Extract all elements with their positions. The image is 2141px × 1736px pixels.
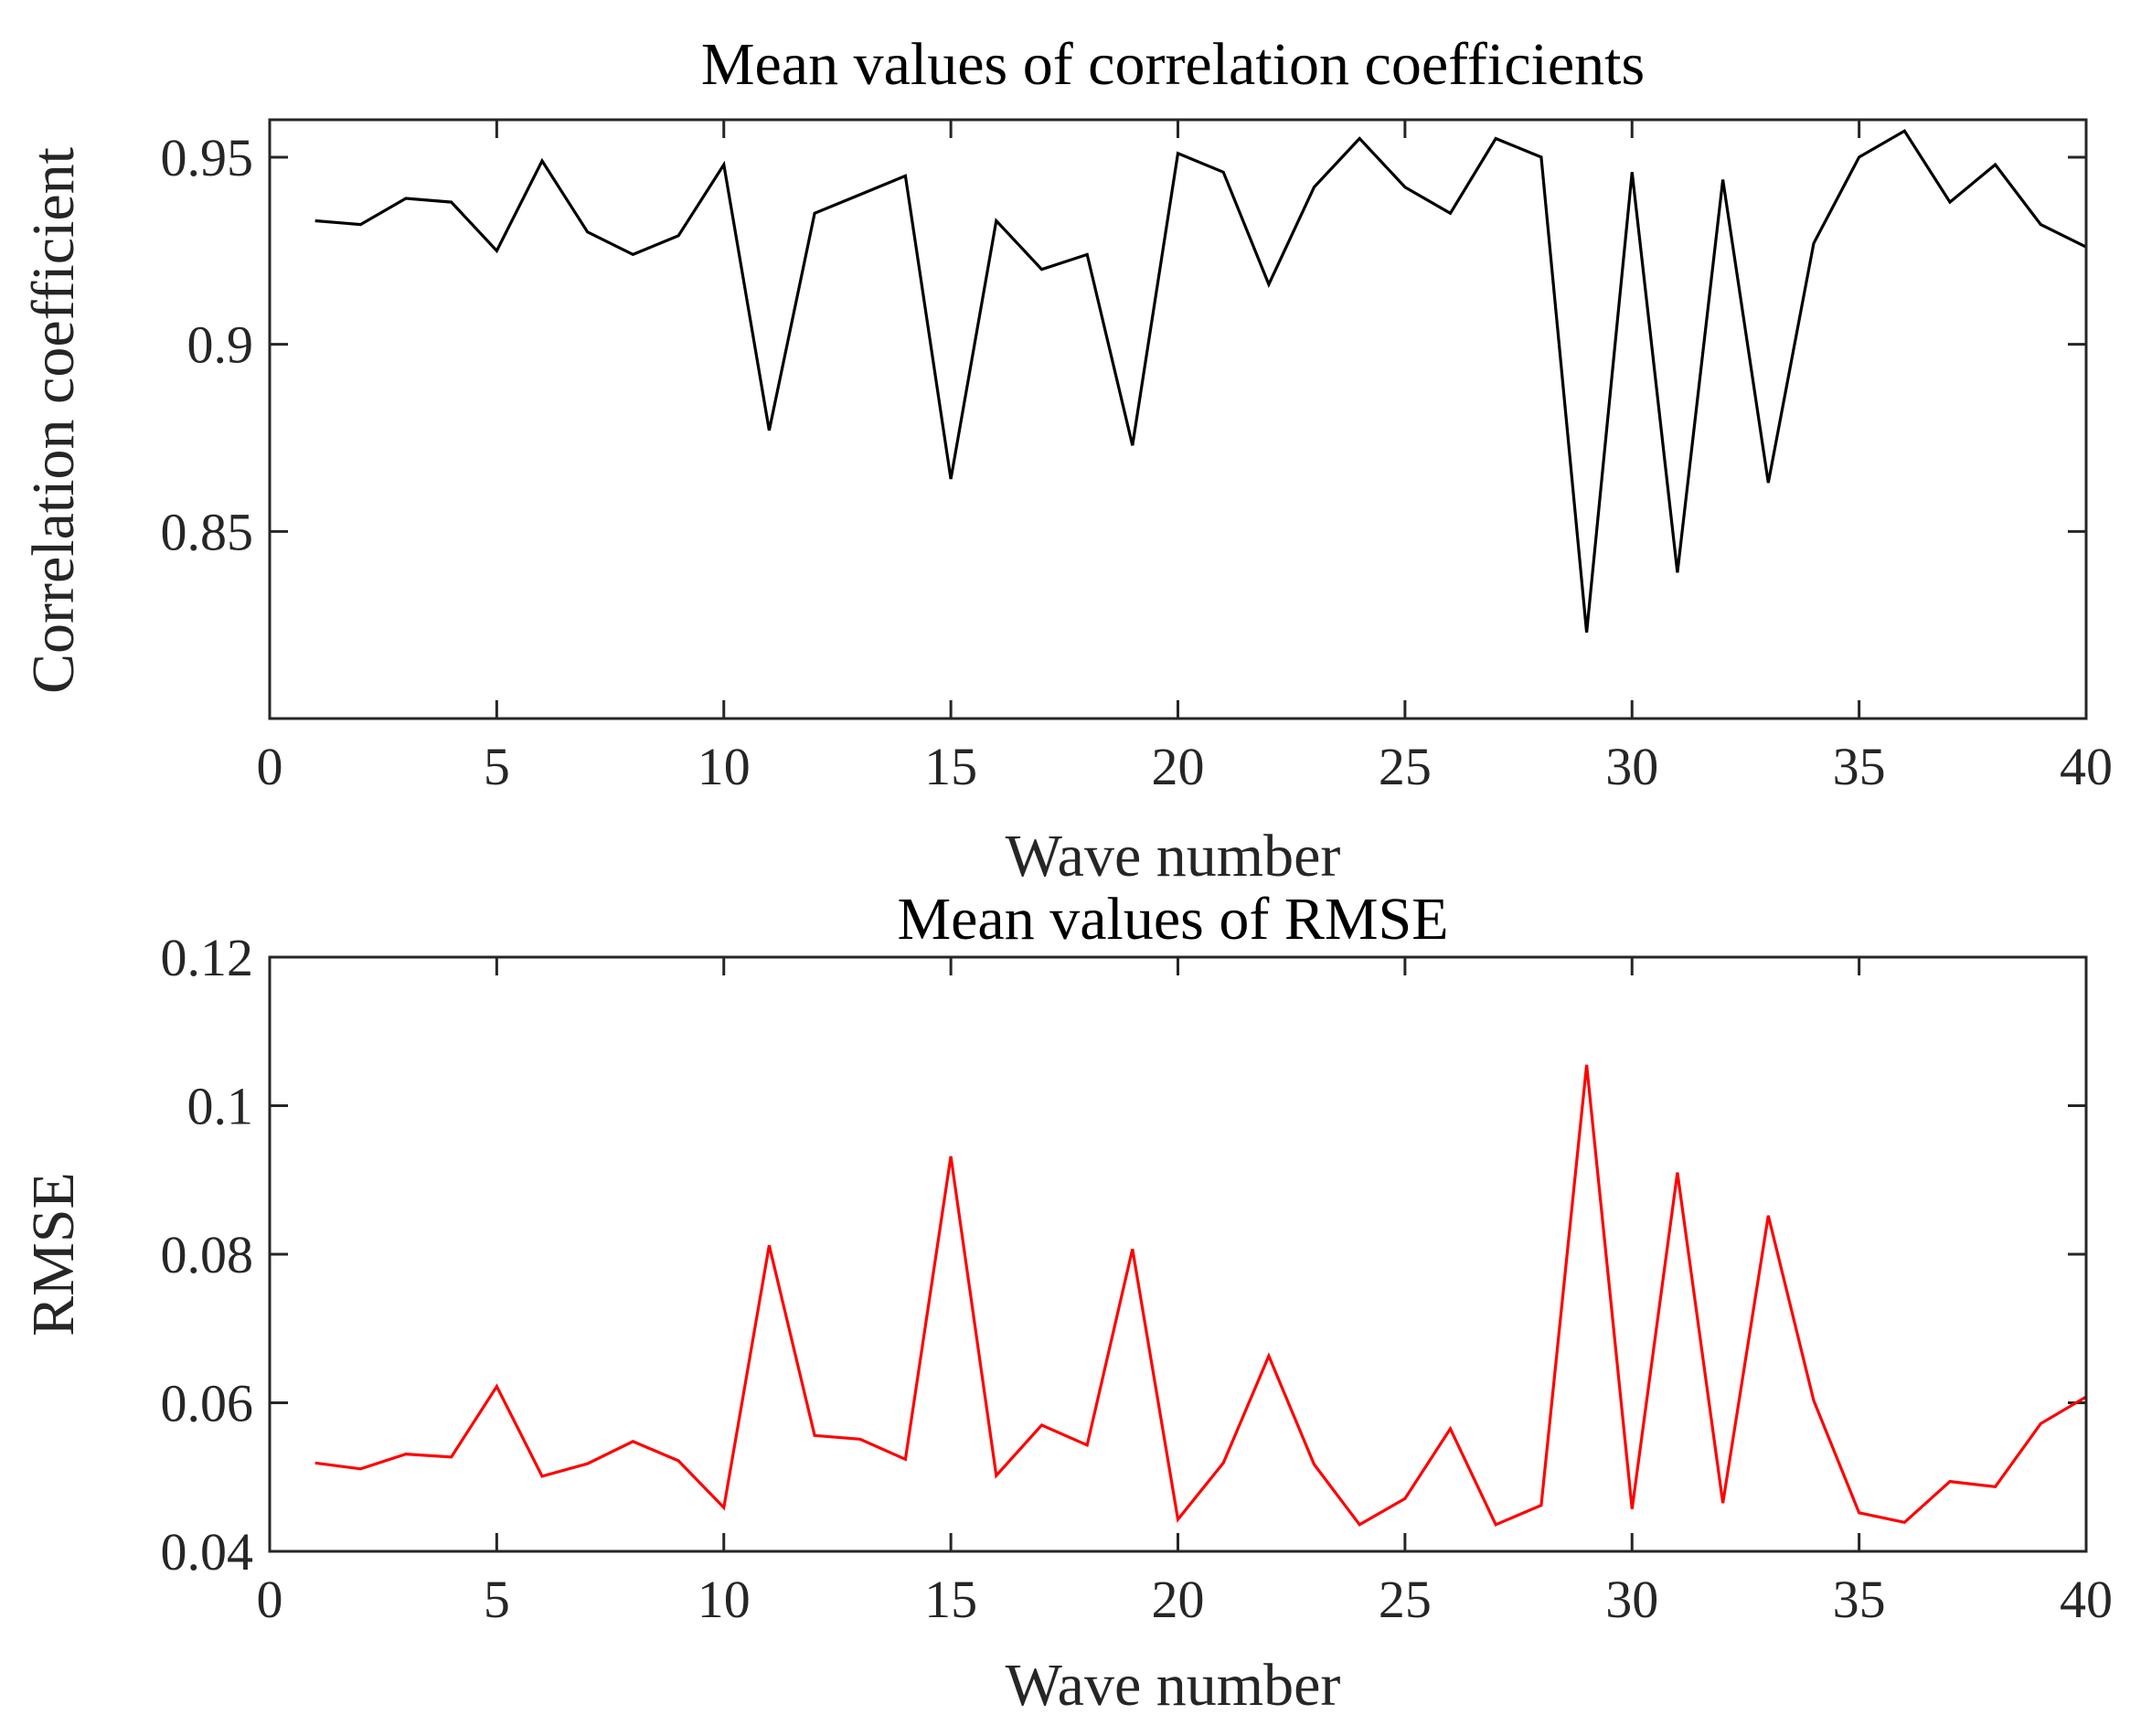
- x-tick-label: 35: [1833, 737, 1886, 796]
- x-tick-label: 0: [257, 1570, 283, 1629]
- y-tick-label: 0.04: [161, 1522, 254, 1582]
- x-tick-label: 10: [698, 1570, 751, 1629]
- series: [314, 129, 2087, 633]
- x-tick-label: 30: [1605, 1570, 1658, 1629]
- x-tick-label: 5: [484, 737, 510, 796]
- x-tick-label: 40: [2060, 1570, 2113, 1629]
- x-tick-label: 5: [484, 1570, 510, 1629]
- y-tick-label: 0.9: [187, 315, 254, 375]
- x-tick-label: 15: [924, 737, 977, 796]
- x-tick-label: 15: [924, 1570, 977, 1629]
- chart-title: Mean values of correlation coefficients: [701, 31, 1645, 98]
- x-axis-label: Wave number: [1006, 823, 1341, 889]
- plot-frame: [268, 118, 2088, 720]
- x-axis-label: Wave number: [1006, 1652, 1341, 1719]
- x-tick-label: 35: [1833, 1570, 1886, 1629]
- x-tick-label: 10: [698, 737, 751, 796]
- plot-frame: [268, 955, 2088, 1553]
- y-axis-label: RMSE: [20, 1172, 87, 1337]
- x-tick-label: 20: [1152, 737, 1205, 796]
- series: [314, 1064, 2087, 1527]
- x-tick-label: 0: [257, 737, 283, 796]
- series-line: [314, 1064, 2087, 1527]
- x-tick-label: 30: [1605, 737, 1658, 796]
- series-line: [314, 129, 2087, 633]
- correlation-chart: Mean values of correlation coefficients …: [20, 31, 2113, 889]
- x-tick-label: 25: [1379, 737, 1432, 796]
- y-axis-label: Correlation coefficient: [20, 147, 87, 694]
- y-tick-label: 0.85: [161, 502, 254, 561]
- ticks: 0 5 10 15 20 25 30 35 40 0.04 0.06 0.08 0.1 0.12: [161, 928, 2114, 1629]
- rmse-chart: Mean values of RMSE Wave number RMSE 0 5 1…: [20, 886, 2113, 1719]
- x-tick-label: 20: [1152, 1570, 1205, 1629]
- x-tick-label: 40: [2060, 737, 2113, 796]
- y-tick-label: 0.95: [161, 128, 254, 187]
- y-tick-label: 0.08: [161, 1225, 254, 1284]
- chart-title: Mean values of RMSE: [897, 886, 1448, 953]
- y-tick-label: 0.1: [187, 1077, 254, 1136]
- ticks: 0 5 10 15 20 25 30 35 40 0.85 0.9 0.95: [161, 120, 2113, 796]
- x-tick-label: 25: [1379, 1570, 1432, 1629]
- y-tick-label: 0.06: [161, 1374, 254, 1433]
- y-tick-label: 0.12: [161, 928, 254, 987]
